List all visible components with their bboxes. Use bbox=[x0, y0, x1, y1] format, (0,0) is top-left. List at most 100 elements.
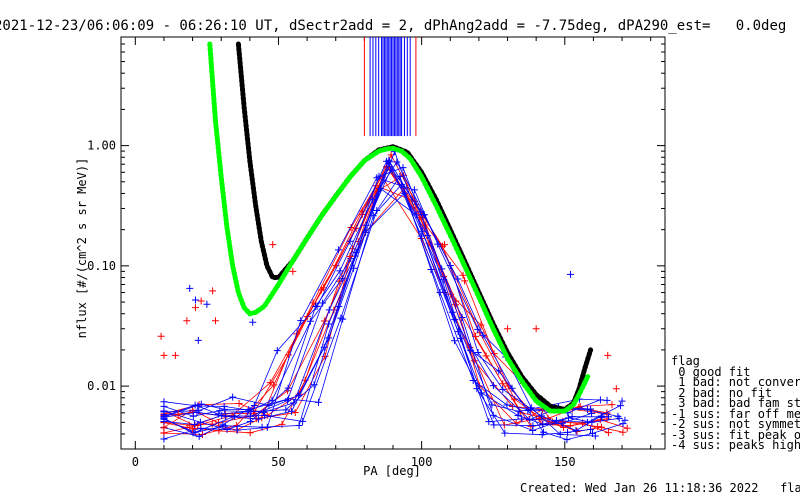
outlier-point bbox=[194, 336, 202, 344]
green-fit-curve bbox=[207, 41, 591, 414]
red-series-line bbox=[163, 154, 608, 427]
blue-series-point bbox=[197, 400, 205, 408]
blue-series-point bbox=[325, 334, 333, 342]
red-series-point bbox=[246, 429, 254, 437]
legend-item-2: 2 bad: no fit bbox=[671, 385, 773, 400]
red-series-point bbox=[594, 423, 602, 431]
blue-series-point bbox=[469, 376, 477, 384]
blue-series-point bbox=[416, 208, 424, 216]
blue-series-point bbox=[195, 407, 203, 415]
blue-series-point bbox=[337, 314, 345, 322]
blue-series-line bbox=[163, 192, 591, 436]
red-series-line bbox=[163, 165, 607, 428]
outlier-point bbox=[612, 385, 620, 393]
blue-series-point bbox=[263, 423, 271, 431]
red-series-line bbox=[163, 166, 623, 433]
outlier-point bbox=[249, 318, 257, 326]
x-tick-label: 150 bbox=[554, 455, 576, 469]
outlier-point bbox=[211, 317, 219, 325]
red-series-point bbox=[608, 401, 616, 409]
blue-series-point bbox=[194, 402, 202, 410]
y-tick-label: 1.00 bbox=[87, 139, 116, 153]
blue-series-point bbox=[615, 414, 623, 422]
blue-series-point bbox=[474, 325, 482, 333]
blue-series-point bbox=[489, 411, 497, 419]
data-series bbox=[157, 148, 631, 444]
blue-series-point bbox=[583, 418, 591, 426]
blue-series-point bbox=[553, 416, 561, 424]
blue-series-point bbox=[295, 422, 303, 430]
blue-series-point bbox=[273, 347, 281, 355]
blue-series-point bbox=[539, 420, 547, 428]
outlier-point bbox=[289, 267, 297, 275]
blue-series-point bbox=[538, 431, 546, 439]
blue-series-point bbox=[297, 317, 305, 325]
blue-series-point bbox=[488, 401, 496, 409]
blue-series-point bbox=[393, 158, 401, 166]
blue-series-point bbox=[195, 432, 203, 440]
blue-series-point bbox=[587, 405, 595, 413]
outlier-point bbox=[157, 332, 165, 340]
outlier-point bbox=[183, 317, 191, 325]
blue-series-line bbox=[163, 187, 608, 413]
legend-item-3: 3 bad: bad fam stat bbox=[678, 396, 800, 410]
blue-series-point bbox=[556, 430, 564, 438]
blue-series-point bbox=[160, 435, 168, 443]
red-series-point bbox=[604, 429, 612, 437]
blue-series-point bbox=[283, 397, 291, 405]
blue-series-point bbox=[583, 406, 591, 414]
red-series-line bbox=[163, 185, 602, 435]
blue-series-point bbox=[396, 172, 404, 180]
legend-item-m2: -2 sus: not symmetric bbox=[671, 417, 800, 431]
outlier-point bbox=[191, 296, 199, 304]
blue-series-point bbox=[456, 334, 464, 342]
blue-series-point bbox=[508, 384, 516, 392]
x-tick-label: 0 bbox=[132, 455, 139, 469]
blue-series-point bbox=[529, 427, 537, 435]
blue-series-point bbox=[485, 418, 493, 426]
blue-series-point bbox=[451, 337, 459, 345]
x-tick-label: 50 bbox=[271, 455, 285, 469]
outlier-point bbox=[598, 413, 606, 421]
blue-series-point bbox=[160, 398, 168, 406]
blue-series-point bbox=[334, 246, 342, 254]
outlier-point bbox=[567, 270, 575, 278]
blue-series-point bbox=[514, 411, 522, 419]
blue-series-point bbox=[563, 436, 571, 444]
created-footer: Created: Wed Jan 26 11:18:36 2022 flag =… bbox=[520, 481, 800, 495]
blue-series-line bbox=[163, 160, 624, 441]
blue-series-point bbox=[373, 207, 381, 215]
blue-series-point bbox=[436, 288, 444, 296]
red-series-point bbox=[270, 381, 278, 389]
blue-series-point bbox=[458, 314, 466, 322]
blue-series-point bbox=[490, 421, 498, 429]
blue-series-point bbox=[565, 414, 573, 422]
red-series-point bbox=[309, 299, 317, 307]
outlier-point bbox=[269, 241, 277, 249]
outlier-point bbox=[197, 297, 205, 305]
blue-series-point bbox=[284, 384, 292, 392]
blue-series-point bbox=[268, 396, 276, 404]
blue-series-point bbox=[410, 186, 418, 194]
blue-series-point bbox=[568, 413, 576, 421]
blue-series-point bbox=[454, 275, 462, 283]
blue-series-point bbox=[427, 265, 435, 273]
red-series-point bbox=[459, 271, 467, 279]
blue-series-point bbox=[489, 382, 497, 390]
blue-series-point bbox=[597, 412, 605, 420]
blue-series-point bbox=[518, 415, 526, 423]
blue-series-point bbox=[312, 303, 320, 311]
blue-series-point bbox=[616, 402, 624, 410]
red-series-point bbox=[185, 421, 193, 429]
outlier-point bbox=[441, 241, 449, 249]
blue-series-point bbox=[352, 248, 360, 256]
blue-series-point bbox=[325, 306, 333, 314]
outlier-point bbox=[174, 411, 182, 419]
red-series-point bbox=[597, 423, 605, 431]
outlier-point bbox=[461, 277, 469, 285]
blue-series-line bbox=[163, 177, 596, 440]
blue-series-point bbox=[499, 385, 507, 393]
blue-series-point bbox=[221, 412, 229, 420]
outlier-point bbox=[160, 411, 168, 419]
